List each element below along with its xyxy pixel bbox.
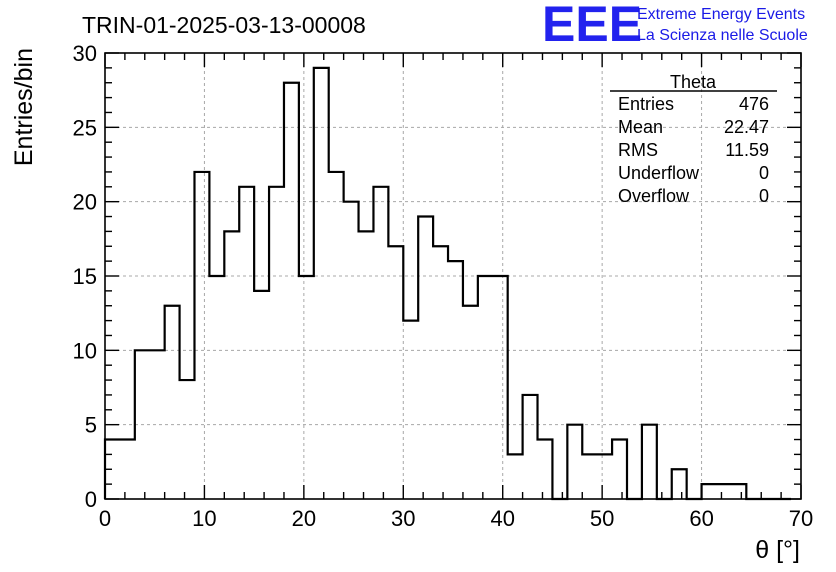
x-tick-label: 0: [99, 506, 111, 531]
x-tick-label: 20: [292, 506, 316, 531]
y-tick-label: 25: [73, 115, 97, 140]
stats-title: Theta: [670, 72, 717, 92]
y-tick-label: 20: [73, 190, 97, 215]
chart-title: TRIN-01-2025-03-13-00008: [82, 12, 366, 38]
y-tick-label: 10: [73, 338, 97, 363]
x-tick-label: 50: [590, 506, 614, 531]
stats-row-value: 22.47: [724, 117, 769, 137]
y-tick-label: 15: [73, 264, 97, 289]
x-tick-label: 60: [689, 506, 713, 531]
eee-logo-mark: EEE: [542, 0, 642, 52]
stats-box: Theta Entries 476 Mean 22.47 RMS 11.59 Underfl…: [610, 72, 777, 206]
stats-row-label: Entries: [618, 94, 674, 114]
x-tick-labels: 0 10 20 30 40 50 60 70: [99, 506, 813, 531]
stats-row-label: Overflow: [618, 186, 690, 206]
y-axis-label: Entries/bin: [10, 48, 38, 166]
eee-logo: EEE Extreme Energy Events La Scienza nel…: [542, 0, 808, 52]
stats-row-label: Mean: [618, 117, 663, 137]
x-axis-label: θ [°]: [755, 536, 800, 564]
stats-rows: Entries 476 Mean 22.47 RMS 11.59 Underflow 0 Ove…: [618, 94, 769, 206]
eee-logo-line2: La Scienza nelle Scuole: [637, 27, 808, 44]
x-tick-label: 30: [391, 506, 415, 531]
plot-area: 0 10 20 30 40 50 60 70 0 5 10 15 20 25 30: [73, 41, 814, 531]
stats-row-value: 476: [739, 94, 769, 114]
eee-logo-line1: Extreme Energy Events: [637, 6, 805, 23]
stats-row-label: Underflow: [618, 163, 700, 183]
stats-row-value: 0: [759, 186, 769, 206]
y-tick-label: 0: [85, 487, 97, 512]
y-tick-labels: 0 5 10 15 20 25 30: [73, 41, 97, 512]
x-tick-label: 40: [490, 506, 514, 531]
axis-ticks: [104, 52, 802, 500]
y-tick-label: 30: [73, 41, 97, 66]
x-tick-label: 70: [789, 506, 813, 531]
y-tick-label: 5: [85, 413, 97, 438]
x-tick-label: 10: [192, 506, 216, 531]
stats-row-value: 11.59: [725, 140, 769, 160]
stats-row-value: 0: [759, 163, 769, 183]
stats-row-label: RMS: [618, 140, 658, 160]
histogram-outline: [103, 66, 792, 501]
